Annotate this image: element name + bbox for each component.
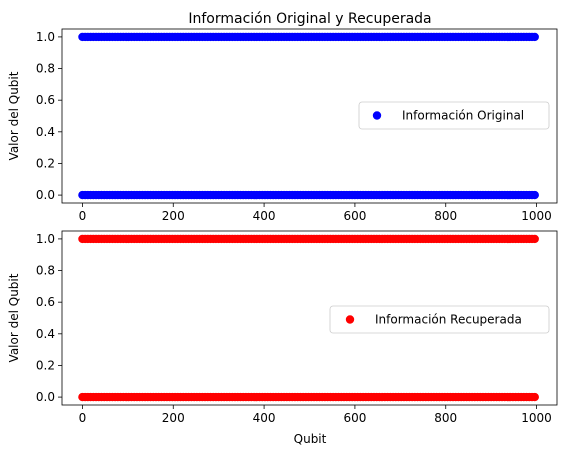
y-tick-label: 0.6 bbox=[36, 295, 55, 309]
legend-box bbox=[358, 101, 550, 130]
y-ticks: 0.0 0.2 0.4 0.6 0.8 1.0 bbox=[36, 232, 62, 404]
data-point bbox=[530, 234, 539, 244]
data-point bbox=[530, 392, 539, 402]
x-axis-label: Qubit bbox=[294, 432, 327, 446]
plot-frame bbox=[61, 230, 558, 406]
scatter-points bbox=[78, 32, 539, 200]
legend-label: Información Original bbox=[402, 109, 524, 123]
legend: Información Original bbox=[358, 101, 550, 130]
chart-title: Información Original y Recuperada bbox=[188, 11, 431, 27]
plot-frame bbox=[61, 28, 558, 204]
y-tick-label: 0.2 bbox=[36, 156, 55, 170]
y-axis-label: Valor del Qubit bbox=[7, 273, 21, 362]
scatter-points bbox=[78, 234, 539, 402]
x-ticks: 0 200 400 600 800 1000 bbox=[79, 203, 552, 223]
y-tick-label: 0.4 bbox=[36, 125, 55, 139]
x-tick-label: 600 bbox=[343, 209, 366, 223]
legend-box bbox=[329, 305, 550, 334]
x-tick-label: 0 bbox=[79, 411, 87, 425]
legend-label: Información Recuperada bbox=[375, 313, 522, 327]
x-tick-label: 400 bbox=[253, 411, 276, 425]
y-tick-label: 0.2 bbox=[36, 358, 55, 372]
data-point bbox=[530, 190, 539, 200]
y-tick-label: 0.8 bbox=[36, 264, 55, 278]
x-tick-label: 0 bbox=[79, 209, 87, 223]
chart-original: Información Original y Recuperada Valor … bbox=[7, 11, 558, 223]
x-tick-label: 800 bbox=[434, 209, 457, 223]
y-tick-label: 0.0 bbox=[36, 188, 55, 202]
chart-recovered: Valor del Qubit Qubit 0.0 0.2 0.4 0.6 0.8 1.0… bbox=[7, 230, 558, 446]
y-ticks: 0.0 0.2 0.4 0.6 0.8 1.0 bbox=[36, 30, 62, 202]
x-tick-label: 1000 bbox=[521, 411, 552, 425]
legend-marker bbox=[345, 315, 355, 324]
x-tick-label: 200 bbox=[162, 411, 185, 425]
y-tick-label: 1.0 bbox=[36, 232, 55, 246]
y-tick-label: 0.8 bbox=[36, 62, 55, 76]
y-tick-label: 1.0 bbox=[36, 30, 55, 44]
x-tick-label: 200 bbox=[162, 209, 185, 223]
legend-marker bbox=[372, 111, 382, 120]
x-tick-label: 800 bbox=[434, 411, 457, 425]
y-tick-label: 0.0 bbox=[36, 390, 55, 404]
y-axis-label: Valor del Qubit bbox=[7, 71, 21, 160]
x-ticks: 0 200 400 600 800 1000 bbox=[79, 405, 552, 425]
legend: Información Recuperada bbox=[329, 305, 550, 334]
y-tick-label: 0.4 bbox=[36, 327, 55, 341]
data-point bbox=[530, 32, 539, 42]
x-tick-label: 1000 bbox=[521, 209, 552, 223]
x-tick-label: 600 bbox=[343, 411, 366, 425]
y-tick-label: 0.6 bbox=[36, 93, 55, 107]
x-tick-label: 400 bbox=[253, 209, 276, 223]
